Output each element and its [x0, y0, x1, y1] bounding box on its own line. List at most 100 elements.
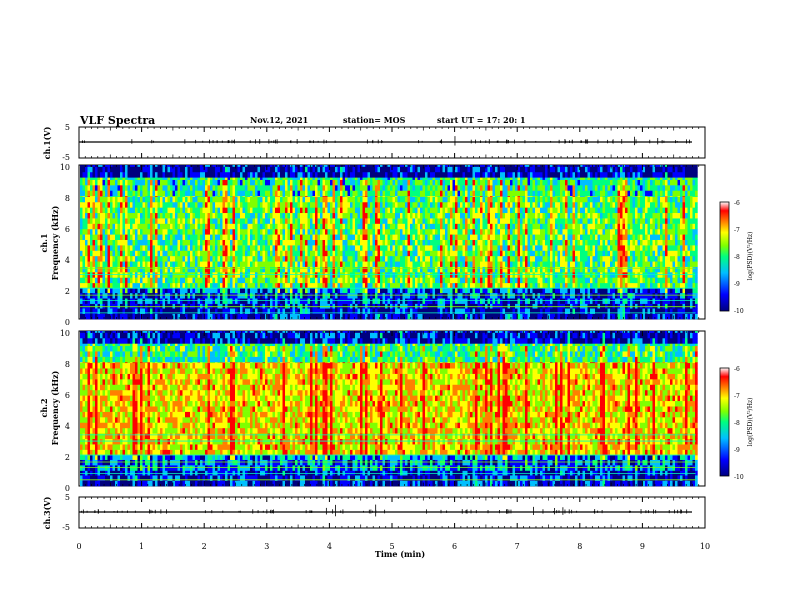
spectrogram-cell [272, 261, 276, 267]
spectrogram-cell [137, 292, 141, 299]
spectrogram-cell [275, 255, 278, 262]
spectrogram-cell [270, 266, 273, 273]
spectrogram-cell [147, 195, 151, 197]
spectrogram-cell [170, 166, 173, 173]
spectrogram-cell [347, 239, 351, 246]
spectrogram-cell [107, 177, 111, 180]
spectrogram-cell [307, 313, 311, 320]
spectrogram-cell [177, 195, 181, 197]
spectrogram-cell [235, 218, 238, 224]
spectrogram-cell [410, 195, 413, 197]
spectrogram-cell [195, 201, 198, 208]
spectrogram-cell [90, 207, 93, 214]
spectrogram-cell [292, 239, 296, 246]
spectrogram-cell [152, 298, 156, 304]
spectrogram-cell [447, 179, 451, 186]
spectrogram-cell [420, 218, 423, 224]
spectrogram-cell [385, 212, 388, 219]
spectrogram-cell [152, 228, 156, 235]
spectrogram-cell [300, 292, 303, 299]
spectrogram-cell [225, 308, 228, 314]
spectrogram-cell [190, 308, 193, 314]
spectrogram-cell [240, 261, 243, 267]
spectrogram-cell [297, 282, 301, 289]
spectrogram-cell [462, 179, 466, 186]
spectrogram-cell [170, 223, 173, 230]
spectrogram-cell [295, 201, 298, 208]
spectrogram-cell [107, 239, 111, 246]
spectrogram-cell [262, 308, 266, 314]
spectrogram-cell [330, 201, 333, 208]
spectrogram-cell [262, 207, 266, 214]
spectrogram-cell [345, 228, 348, 235]
spectrogram-cell [322, 177, 326, 180]
spectrogram-cell [147, 245, 151, 251]
spectrogram-cell [420, 234, 423, 240]
spectrogram-cell [340, 255, 343, 262]
spectrogram-cell [120, 261, 123, 267]
spectrogram-cell [347, 298, 351, 304]
spectrogram-cell [207, 228, 211, 235]
spectrogram-cell [230, 282, 233, 289]
spectrogram-cell [325, 177, 328, 180]
spectrogram-cell [90, 234, 93, 240]
spectrogram-cell [450, 239, 453, 246]
spectrogram-cell [100, 171, 103, 178]
spectrogram-cell [292, 250, 296, 257]
spectrogram-cell [320, 223, 323, 230]
spectrogram-cell [330, 292, 333, 299]
spectrogram-cell [377, 255, 381, 262]
spectrogram-cell [112, 171, 116, 178]
spectrogram-cell [190, 277, 193, 284]
spectrogram-cell [372, 165, 376, 167]
spectrogram-cell [217, 261, 221, 267]
spectrogram-cell [345, 288, 348, 294]
spectrogram-cell [332, 196, 336, 203]
spectrogram-cell [302, 190, 306, 197]
spectrogram-cell [310, 250, 313, 257]
spectrogram-cell [435, 190, 438, 197]
spectrogram-cell [390, 272, 393, 278]
spectrogram-cell [442, 261, 446, 267]
spectrogram-cell [447, 165, 451, 167]
spectrogram-cell [237, 288, 241, 294]
spectrogram-cell [415, 171, 418, 178]
spectrogram-cell [92, 313, 96, 320]
spectrogram-cell [115, 171, 118, 178]
spectrogram-cell [282, 196, 286, 203]
spectrogram-cell [265, 190, 268, 197]
spectrogram-cell [325, 234, 328, 240]
spectrogram-cell [122, 234, 126, 240]
spectrogram-cell [175, 234, 178, 240]
spectrogram-cell [190, 166, 193, 173]
spectrogram-cell [407, 261, 411, 267]
spectrogram-cell [262, 195, 266, 197]
spectrogram-cell [387, 177, 391, 180]
spectrogram-cell [155, 218, 158, 224]
spectrogram-cell [235, 212, 238, 219]
spectrogram-cell [342, 207, 346, 214]
spectrogram-cell [175, 185, 178, 191]
spectrogram-cell [295, 212, 298, 219]
spectrogram-cell [260, 282, 263, 289]
spectrogram-cell [197, 212, 201, 219]
spectrogram-cell [185, 196, 188, 203]
spectrogram-cell [137, 261, 141, 267]
spectrogram-cell [215, 207, 218, 214]
spectrogram-cell [137, 250, 141, 257]
spectrogram-cell [432, 212, 436, 219]
spectrogram-cell [202, 261, 206, 267]
spectrogram-cell [315, 179, 318, 186]
spectrogram-cell [375, 228, 378, 235]
spectrogram-cell [345, 313, 348, 320]
spectrogram-cell [260, 177, 263, 180]
spectrogram-cell [100, 313, 103, 320]
spectrogram-cell [270, 177, 273, 180]
spectrogram-cell [405, 288, 408, 294]
spectrogram-cell [240, 288, 243, 294]
spectrogram-cell [307, 165, 311, 167]
spectrogram-cell [227, 166, 231, 173]
spectrogram-cell [347, 212, 351, 219]
spectrogram-cell [217, 171, 221, 178]
spectrogram-cell [457, 288, 461, 294]
